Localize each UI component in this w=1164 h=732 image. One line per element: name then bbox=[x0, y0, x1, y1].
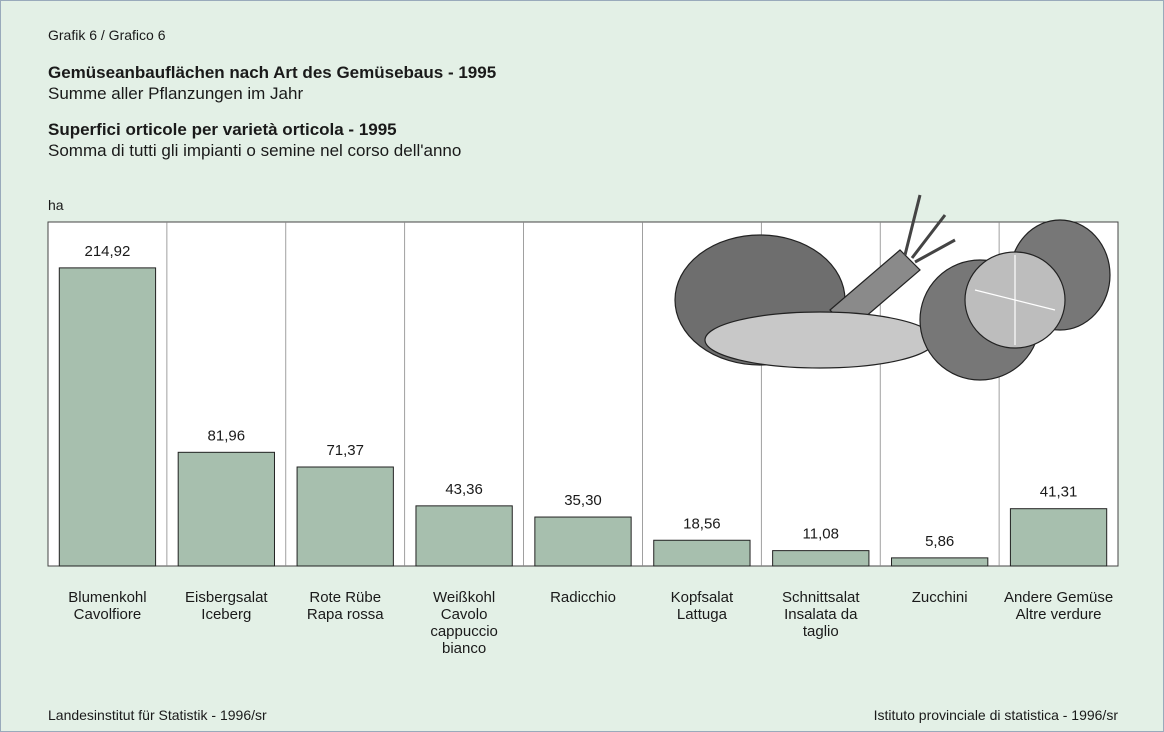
x-tick-label: Weißkohl bbox=[433, 589, 495, 606]
value-label: 18,56 bbox=[683, 515, 721, 532]
x-tick-label: Schnittsalat bbox=[782, 589, 860, 606]
x-tick-label: Cavolfiore bbox=[74, 606, 142, 623]
x-tick-label: Zucchini bbox=[912, 589, 968, 606]
bar bbox=[296, 466, 394, 567]
value-label: 41,31 bbox=[1040, 484, 1078, 501]
x-tick-label: Rote Rübe bbox=[309, 589, 381, 606]
bar bbox=[891, 557, 989, 567]
value-label: 71,37 bbox=[326, 442, 364, 459]
bar bbox=[653, 539, 751, 567]
x-tick-label: bianco bbox=[442, 640, 486, 657]
x-tick-label: cappuccio bbox=[430, 623, 498, 640]
x-tick-label: Rapa rossa bbox=[307, 606, 384, 623]
x-tick-label: Lattuga bbox=[677, 606, 728, 623]
y-unit: ha bbox=[48, 197, 64, 213]
title-de: Gemüseanbauflächen nach Art des Gemüseba… bbox=[48, 63, 496, 82]
subtitle-it: Somma di tutti gli impianti o semine nel… bbox=[48, 141, 461, 160]
x-tick-label: Andere Gemüse bbox=[1004, 589, 1113, 606]
x-tick-label: Insalata da bbox=[784, 606, 858, 623]
value-label: 35,30 bbox=[564, 492, 602, 509]
value-label: 81,96 bbox=[208, 427, 246, 444]
value-label: 5,86 bbox=[925, 533, 954, 550]
value-label: 11,08 bbox=[803, 526, 839, 543]
bar bbox=[1009, 508, 1108, 567]
x-tick-label: Blumenkohl bbox=[68, 589, 146, 606]
bar bbox=[58, 267, 157, 567]
x-tick-label: Altre verdure bbox=[1016, 606, 1102, 623]
x-tick-label: Eisbergsalat bbox=[185, 589, 268, 606]
vegetable-illustration bbox=[674, 194, 1111, 381]
value-label: 214,92 bbox=[84, 243, 130, 260]
bar bbox=[772, 550, 870, 567]
bar bbox=[534, 516, 632, 567]
footer-right: Istituto provinciale di statistica - 199… bbox=[874, 707, 1119, 723]
value-label: 43,36 bbox=[445, 481, 483, 498]
bar bbox=[415, 505, 513, 567]
bar bbox=[177, 451, 275, 567]
header-label: Grafik 6 / Grafico 6 bbox=[48, 27, 166, 43]
x-tick-label: Radicchio bbox=[550, 589, 616, 606]
x-tick-label: taglio bbox=[803, 623, 839, 640]
title-it: Superfici orticole per varietà orticola … bbox=[48, 120, 397, 139]
subtitle-de: Summe aller Pflanzungen im Jahr bbox=[48, 84, 303, 103]
footer-left: Landesinstitut für Statistik - 1996/sr bbox=[48, 707, 267, 723]
x-tick-label: Iceberg bbox=[201, 606, 251, 623]
x-tick-label: Kopfsalat bbox=[671, 589, 734, 606]
x-tick-label: Cavolo bbox=[441, 606, 488, 623]
